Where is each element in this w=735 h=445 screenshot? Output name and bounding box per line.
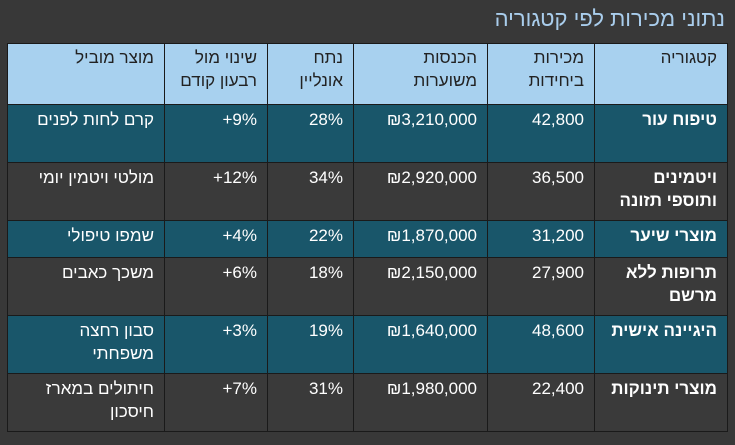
header-change: שינוי מול רבעון קודם	[164, 43, 268, 105]
cell-category: תרופות ללא מרשם	[594, 257, 728, 316]
cell-change: +7%	[164, 373, 268, 432]
table-row: תרופות ללא מרשם 27,900 ₪2,150,000 18% +6…	[7, 257, 728, 316]
cell-change: +4%	[164, 220, 268, 258]
cell-top-product: חיתולים במארז חיסכון	[7, 373, 165, 432]
cell-revenue: ₪1,980,000	[353, 373, 488, 432]
sales-table: קטגוריה מכירות ביחידות הכנסות משוערות נת…	[7, 43, 728, 432]
cell-revenue: ₪1,640,000	[353, 315, 488, 374]
cell-units: 48,600	[487, 315, 595, 374]
cell-category: מוצרי תינוקות	[594, 373, 728, 432]
table-row: טיפוח עור 42,800 ₪3,210,000 28% +9% קרם …	[7, 104, 728, 163]
cell-revenue: ₪2,150,000	[353, 257, 488, 316]
page-title: נתוני מכירות לפי קטגוריה	[494, 6, 725, 31]
cell-top-product: קרם לחות לפנים	[7, 104, 165, 163]
cell-online: 28%	[267, 104, 354, 163]
cell-category: מוצרי שיער	[594, 220, 728, 258]
cell-units: 36,500	[487, 162, 595, 221]
cell-online: 22%	[267, 220, 354, 258]
header-units: מכירות ביחידות	[487, 43, 595, 105]
header-top-product: מוצר מוביל	[7, 43, 165, 105]
header-row: קטגוריה מכירות ביחידות הכנסות משוערות נת…	[7, 43, 728, 105]
header-online: נתח אונליין	[267, 43, 354, 105]
header-category: קטגוריה	[594, 43, 728, 105]
cell-units: 31,200	[487, 220, 595, 258]
cell-online: 31%	[267, 373, 354, 432]
cell-change: +6%	[164, 257, 268, 316]
table-row: מוצרי שיער 31,200 ₪1,870,000 22% +4% שמפ…	[7, 220, 728, 258]
cell-change: +3%	[164, 315, 268, 374]
cell-online: 19%	[267, 315, 354, 374]
header-revenue: הכנסות משוערות	[353, 43, 488, 105]
table-row: ויטמינים ותוספי תזונה 36,500 ₪2,920,000 …	[7, 162, 728, 221]
cell-top-product: סבון רחצה משפחתי	[7, 315, 165, 374]
cell-units: 27,900	[487, 257, 595, 316]
cell-online: 34%	[267, 162, 354, 221]
cell-revenue: ₪3,210,000	[353, 104, 488, 163]
cell-top-product: משכך כאבים	[7, 257, 165, 316]
cell-online: 18%	[267, 257, 354, 316]
cell-category: היגיינה אישית	[594, 315, 728, 374]
cell-category: טיפוח עור	[594, 104, 728, 163]
cell-units: 42,800	[487, 104, 595, 163]
cell-units: 22,400	[487, 373, 595, 432]
cell-change: +9%	[164, 104, 268, 163]
cell-revenue: ₪1,870,000	[353, 220, 488, 258]
cell-top-product: מולטי ויטמין יומי	[7, 162, 165, 221]
table-row: מוצרי תינוקות 22,400 ₪1,980,000 31% +7% …	[7, 373, 728, 432]
cell-top-product: שמפו טיפולי	[7, 220, 165, 258]
cell-change: +12%	[164, 162, 268, 221]
cell-revenue: ₪2,920,000	[353, 162, 488, 221]
table-row: היגיינה אישית 48,600 ₪1,640,000 19% +3% …	[7, 315, 728, 374]
cell-category: ויטמינים ותוספי תזונה	[594, 162, 728, 221]
